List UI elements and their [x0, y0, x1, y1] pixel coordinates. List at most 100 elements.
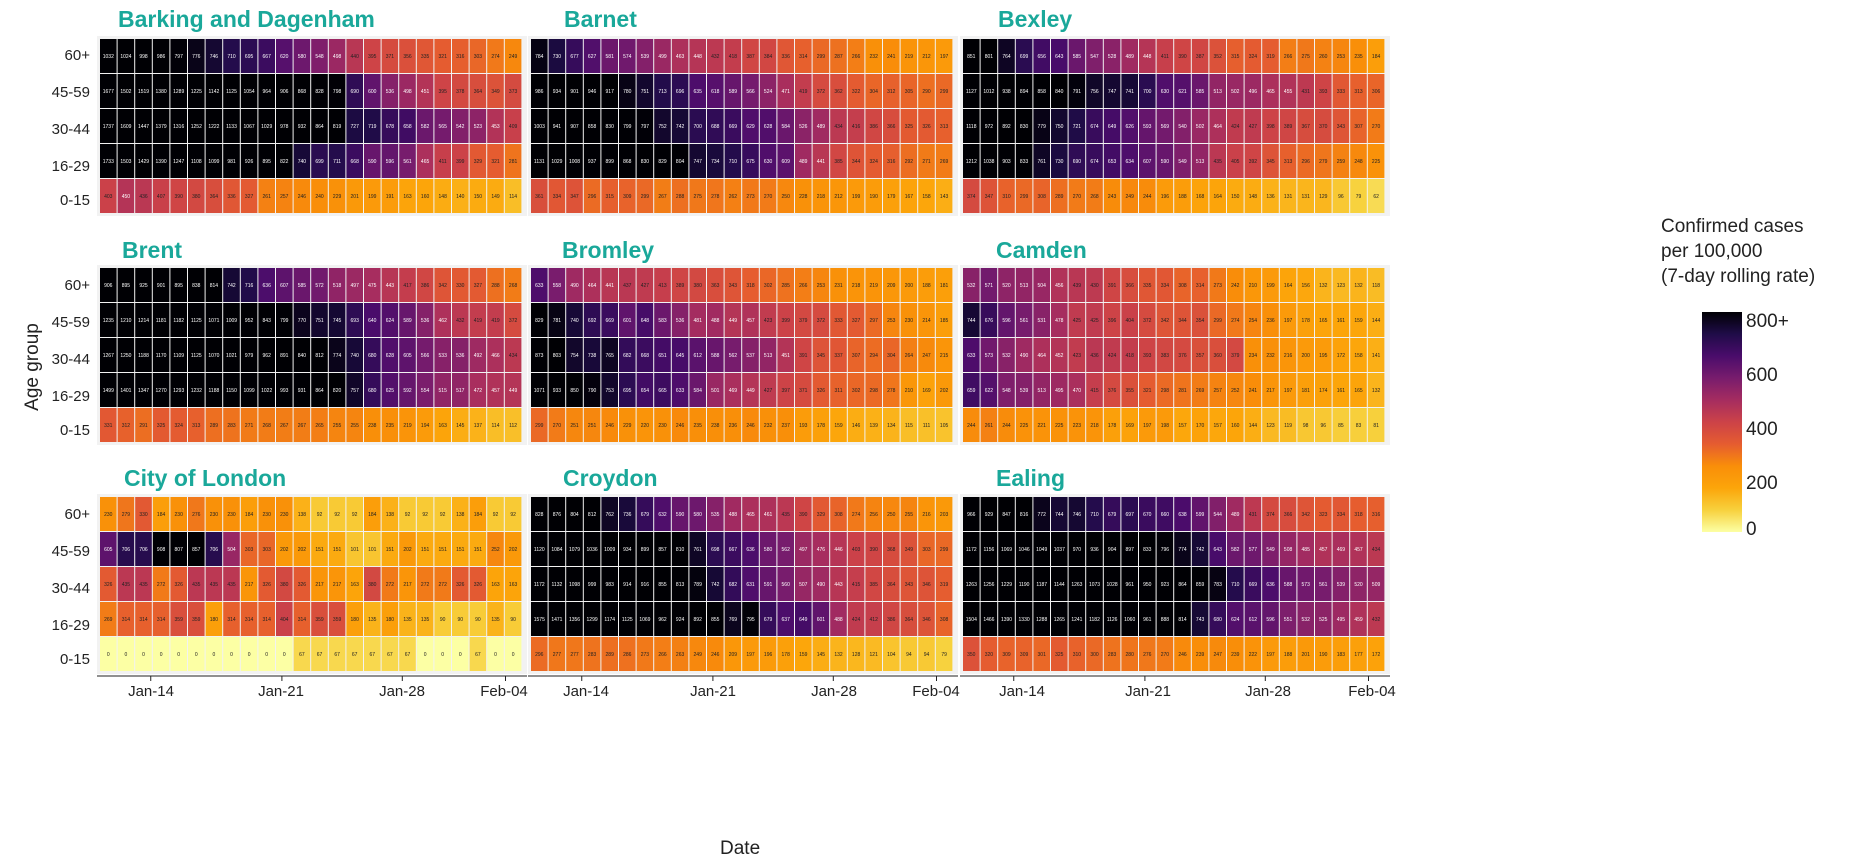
- heatmap-cell-label: 751: [641, 89, 650, 95]
- heatmap-cell-label: 197: [1284, 388, 1293, 394]
- heatmap-cell: [188, 109, 205, 143]
- heatmap-cell-label: 515: [439, 388, 448, 394]
- heatmap-cell: [1332, 602, 1350, 636]
- heatmap-cell-label: 309: [623, 194, 632, 200]
- heatmap-cell-label: 1677: [103, 89, 114, 95]
- heatmap-cell: [364, 109, 381, 143]
- heatmap-cell: [1174, 268, 1191, 302]
- heatmap-cell-label: 456: [1055, 283, 1064, 289]
- heatmap-cell: [636, 602, 654, 636]
- heatmap-cell-label: 582: [1231, 547, 1240, 553]
- heatmap-cell-label: 230: [263, 512, 272, 518]
- heatmap-cell: [566, 303, 583, 337]
- heatmap-cell: [707, 567, 724, 601]
- heatmap-cell-label: 248: [1354, 159, 1363, 165]
- heatmap-cell: [1174, 144, 1191, 178]
- panel-background: [960, 265, 1390, 445]
- heatmap-cell-label: 283: [1108, 652, 1117, 658]
- heatmap-cell: [399, 373, 416, 407]
- heatmap-cell: [293, 373, 311, 407]
- heatmap-cell: [1279, 532, 1297, 566]
- heatmap-cell: [100, 303, 117, 337]
- heatmap-cell: [1262, 532, 1279, 566]
- heatmap-cell: [205, 532, 223, 566]
- heatmap-cell: [671, 497, 689, 531]
- heatmap-cell-label: 181: [1302, 388, 1311, 394]
- heatmap-cell-label: 380: [368, 582, 377, 588]
- heatmap-cell: [328, 637, 346, 671]
- heatmap-cell: [504, 303, 522, 337]
- heatmap-cell: [328, 567, 346, 601]
- heatmap-cell: [531, 74, 548, 108]
- heatmap-cell: [531, 497, 548, 531]
- heatmap-cell-label: 532: [1002, 353, 1011, 359]
- heatmap-cell-label: 238: [711, 423, 720, 429]
- heatmap-cell: [1156, 338, 1174, 372]
- heatmap-cell-label: 423: [1073, 353, 1082, 359]
- heatmap-cell: [1156, 637, 1174, 671]
- heatmap-cell-label: 820: [333, 388, 342, 394]
- heatmap-cell: [100, 39, 117, 73]
- heatmap-cell: [795, 179, 812, 213]
- heatmap-cell-label: 592: [403, 388, 412, 394]
- heatmap-cell-label: 478: [1055, 318, 1064, 324]
- heatmap-cell-label: 435: [122, 582, 131, 588]
- heatmap-cell-label: 67: [370, 652, 376, 658]
- heatmap-cell: [399, 532, 416, 566]
- heatmap-cell-label: 379: [799, 318, 808, 324]
- heatmap-cell: [1086, 637, 1103, 671]
- heatmap-cell: [1139, 338, 1156, 372]
- heatmap-cell-label: 465: [746, 512, 755, 518]
- heatmap-cell-label: 92: [317, 512, 323, 518]
- heatmap-cell-label: 165: [1319, 318, 1328, 324]
- heatmap-cell-label: 596: [1266, 617, 1275, 623]
- heatmap-cell: [381, 74, 399, 108]
- heatmap-cell: [117, 303, 135, 337]
- heatmap-cell-label: 399: [782, 318, 791, 324]
- heatmap-cell: [469, 268, 487, 302]
- heatmap-cell: [276, 408, 293, 442]
- heatmap-cell: [346, 602, 363, 636]
- heatmap-cell: [1262, 408, 1279, 442]
- heatmap-cell: [918, 373, 935, 407]
- heatmap-cell: [998, 303, 1015, 337]
- heatmap-cell-label: 675: [746, 159, 755, 165]
- heatmap-cell: [346, 268, 363, 302]
- heatmap-cell: [170, 373, 187, 407]
- heatmap-cell: [240, 373, 258, 407]
- heatmap-cell-label: 305: [905, 89, 914, 95]
- heatmap-cell-label: 548: [1002, 388, 1011, 394]
- heatmap-cell: [469, 532, 487, 566]
- heatmap-cell: [918, 497, 935, 531]
- heatmap-cell-label: 236: [1266, 318, 1275, 324]
- date-tick-label: Jan-21: [1125, 683, 1171, 700]
- heatmap-cell: [100, 74, 117, 108]
- heatmap-cell-label: 864: [315, 124, 324, 130]
- heatmap-cell: [707, 109, 724, 143]
- heatmap-cell: [707, 532, 724, 566]
- heatmap-cell: [276, 497, 293, 531]
- heatmap-cell-label: 1174: [604, 617, 615, 623]
- heatmap-cell: [812, 74, 830, 108]
- heatmap-cell-label: 761: [694, 547, 703, 553]
- heatmap-cell-label: 425: [1090, 318, 1099, 324]
- heatmap-cell-label: 1022: [261, 388, 272, 394]
- heatmap-cell-label: 217: [315, 582, 324, 588]
- heatmap-cell: [830, 373, 847, 407]
- heatmap-cell-label: 225: [1055, 423, 1064, 429]
- heatmap-cell-label: 299: [940, 89, 949, 95]
- heatmap-cell-label: 255: [333, 423, 342, 429]
- heatmap-cell: [188, 303, 205, 337]
- heatmap-cell-label: 228: [799, 194, 808, 200]
- heatmap-cell: [100, 532, 117, 566]
- heatmap-cell: [1332, 532, 1350, 566]
- heatmap-cell-label: 313: [940, 124, 949, 130]
- heatmap-cell: [469, 373, 487, 407]
- heatmap-cell: [1315, 179, 1332, 213]
- heatmap-cell: [504, 497, 522, 531]
- heatmap-cell-label: 635: [694, 89, 703, 95]
- heatmap-cell-label: 246: [298, 194, 307, 200]
- heatmap-cell-label: 517: [456, 388, 465, 394]
- heatmap-cell: [1244, 497, 1262, 531]
- heatmap-cell-label: 572: [315, 283, 324, 289]
